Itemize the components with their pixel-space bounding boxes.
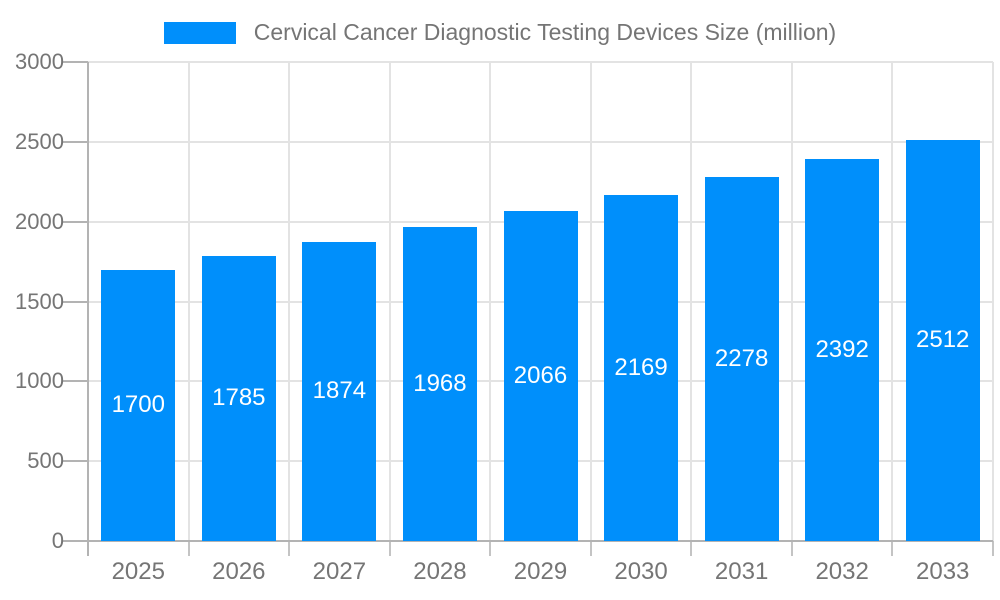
bar[interactable]: 1874 bbox=[302, 241, 377, 541]
bar[interactable]: 2278 bbox=[704, 177, 779, 541]
h-gridline bbox=[88, 140, 993, 143]
legend: Cervical Cancer Diagnostic Testing Devic… bbox=[0, 19, 1000, 46]
x-tick-label: 2028 bbox=[413, 558, 467, 585]
y-tick bbox=[62, 540, 88, 542]
bar-value-label: 1785 bbox=[212, 384, 266, 412]
y-tick bbox=[62, 460, 88, 463]
bar[interactable]: 1785 bbox=[201, 255, 276, 541]
x-tick bbox=[891, 541, 894, 556]
x-tick-label: 2032 bbox=[815, 558, 869, 585]
y-tick bbox=[62, 220, 88, 223]
y-tick-label: 2500 bbox=[15, 128, 64, 154]
y-tick-label: 3000 bbox=[15, 49, 64, 74]
x-tick bbox=[992, 541, 994, 556]
bar[interactable]: 2066 bbox=[503, 211, 578, 541]
bar-value-label: 2066 bbox=[513, 362, 568, 390]
x-tick bbox=[589, 541, 592, 556]
v-gridline bbox=[790, 62, 793, 541]
x-tick bbox=[388, 541, 391, 556]
bar-value-label: 1874 bbox=[312, 377, 367, 405]
y-tick bbox=[62, 300, 88, 303]
y-tick-label: 0 bbox=[51, 528, 64, 553]
v-gridline bbox=[589, 62, 592, 541]
v-gridline bbox=[992, 62, 994, 541]
y-tick bbox=[62, 140, 88, 143]
y-tick-label: 1000 bbox=[15, 368, 64, 394]
bar[interactable]: 1968 bbox=[402, 226, 477, 541]
y-tick bbox=[62, 61, 88, 63]
bar[interactable]: 2392 bbox=[805, 159, 880, 541]
y-tick-label: 1500 bbox=[15, 288, 64, 314]
x-tick-label: 2030 bbox=[614, 558, 668, 585]
y-tick bbox=[62, 380, 88, 383]
legend-item[interactable]: Cervical Cancer Diagnostic Testing Devic… bbox=[163, 19, 837, 46]
bar-value-label: 2392 bbox=[815, 336, 869, 364]
y-tick-label: 500 bbox=[27, 448, 64, 474]
bar-value-label: 1700 bbox=[111, 391, 165, 419]
x-tick-label: 2027 bbox=[312, 558, 367, 585]
x-tick-label: 2033 bbox=[916, 558, 970, 585]
h-gridline bbox=[88, 61, 993, 63]
x-tick-label: 2025 bbox=[111, 558, 165, 585]
x-tick-label: 2031 bbox=[714, 558, 769, 585]
x-axis-line bbox=[88, 540, 993, 542]
x-tick bbox=[790, 541, 793, 556]
x-tick bbox=[187, 541, 190, 556]
v-gridline bbox=[891, 62, 894, 541]
bar[interactable]: 1700 bbox=[101, 269, 176, 541]
bar-value-label: 2512 bbox=[916, 326, 970, 354]
y-axis-line bbox=[87, 62, 89, 556]
v-gridline bbox=[187, 62, 190, 541]
v-gridline bbox=[690, 62, 693, 541]
x-tick bbox=[288, 541, 291, 556]
v-gridline bbox=[388, 62, 391, 541]
bar-value-label: 2169 bbox=[614, 353, 668, 381]
x-tick bbox=[489, 541, 492, 556]
bar[interactable]: 2512 bbox=[905, 139, 980, 541]
bar-value-label: 2278 bbox=[714, 345, 769, 373]
legend-swatch bbox=[163, 21, 236, 44]
bar[interactable]: 2169 bbox=[604, 194, 679, 541]
x-tick-label: 2026 bbox=[212, 558, 266, 585]
v-gridline bbox=[288, 62, 291, 541]
x-tick-label: 2029 bbox=[513, 558, 568, 585]
legend-label: Cervical Cancer Diagnostic Testing Devic… bbox=[253, 19, 837, 45]
v-gridline bbox=[489, 62, 492, 541]
x-tick bbox=[690, 541, 693, 556]
y-tick-label: 2000 bbox=[15, 208, 64, 234]
bar-value-label: 1968 bbox=[413, 369, 467, 397]
